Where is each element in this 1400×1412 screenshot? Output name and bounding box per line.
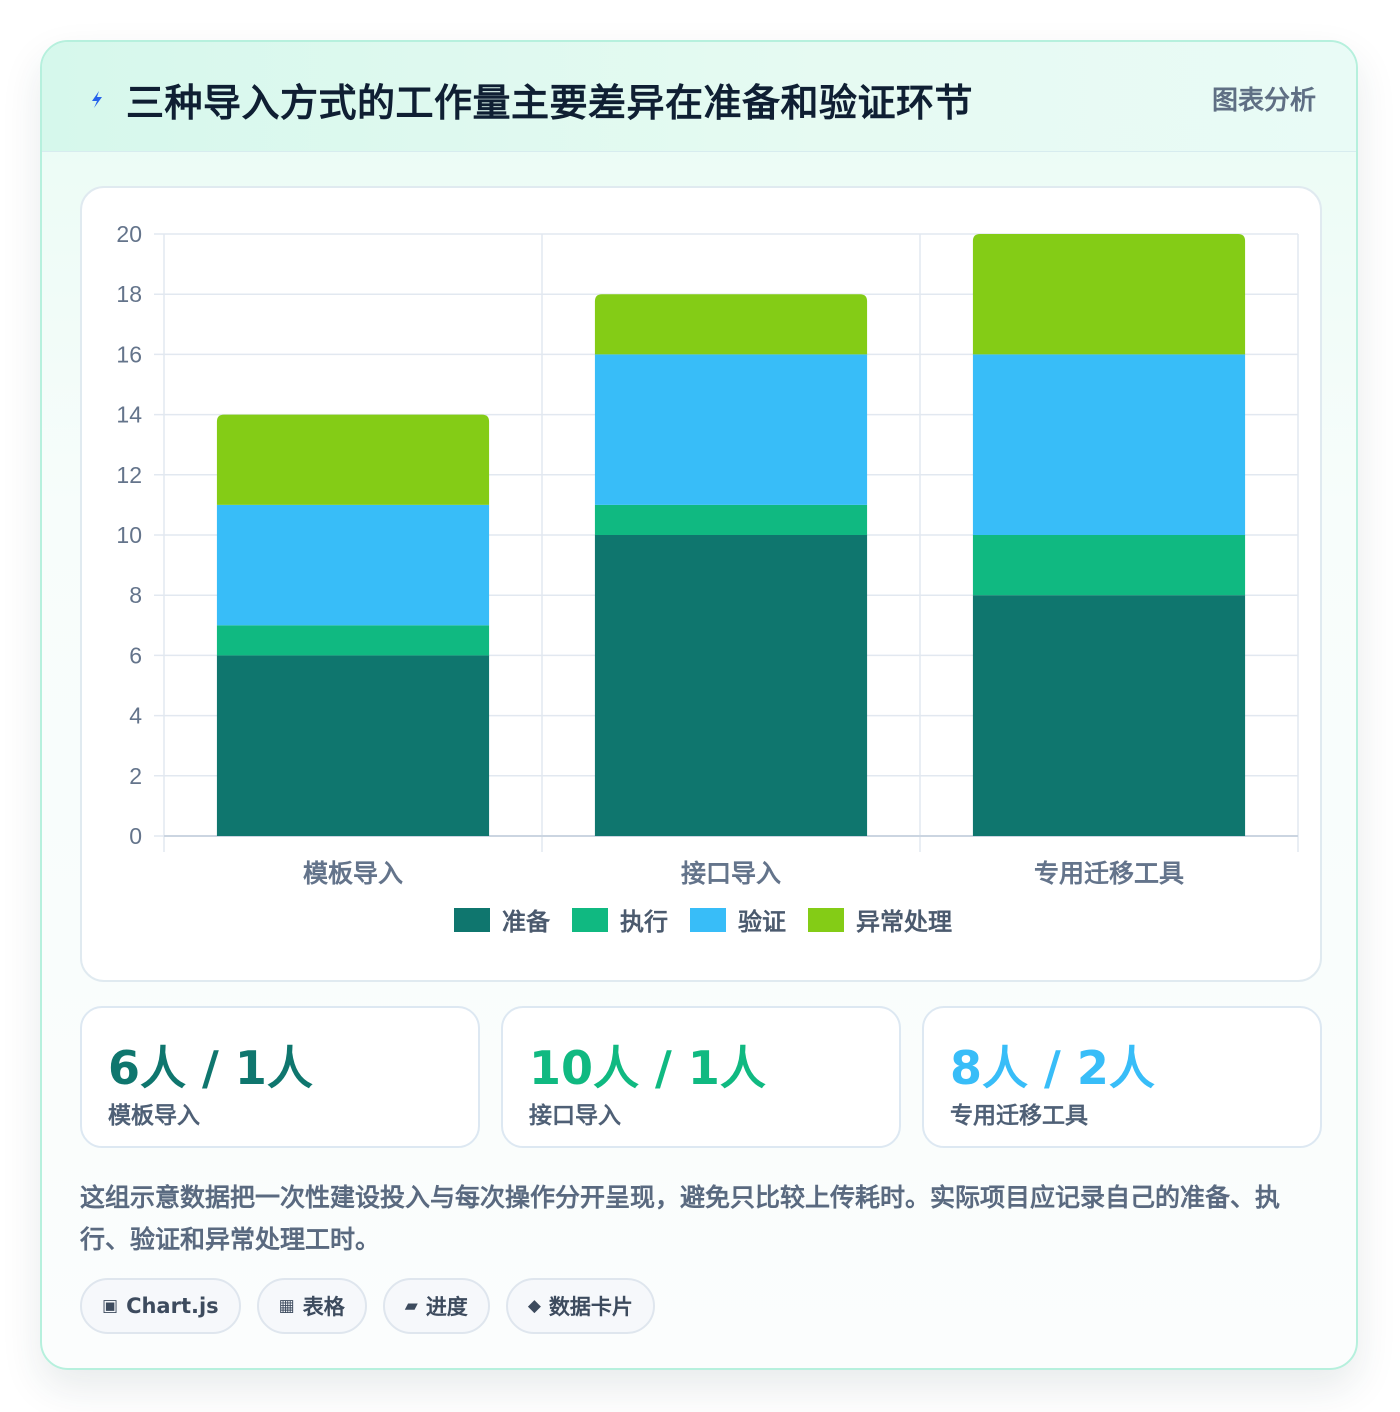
y-tick-label: 4 [129,703,142,729]
chart-analysis-tag: 图表分析 [1211,86,1316,116]
y-tick-label: 8 [129,582,142,608]
chip-progress[interactable]: ▰ 进度 [382,1278,490,1334]
stat-label: 专用迁移工具 [950,1103,1088,1129]
tag-chips: ▣ Chart.js ▦ 表格 ▰ 进度 ◆ 数据卡片 [80,1278,655,1334]
page-title: 三种导入方式的工作量主要差异在准备和验证环节 [126,81,974,125]
chip-table[interactable]: ▦ 表格 [256,1278,367,1334]
bar-segment [972,354,1246,535]
chart-square-icon: ▣ [102,1296,119,1316]
chip-label: Chart.js [126,1294,219,1318]
bar-segment [216,414,490,505]
stat-value: 10人 / 1人 [529,1041,766,1095]
stat-label: 接口导入 [529,1103,621,1129]
bar-segment [216,504,490,626]
y-tick-label: 12 [116,462,142,488]
legend-label: 异常处理 [856,908,952,936]
y-tick-label: 20 [116,221,142,247]
card-header: 三种导入方式的工作量主要差异在准备和验证环节 图表分析 [42,42,1356,152]
chip-chartjs[interactable]: ▣ Chart.js [80,1278,241,1334]
legend-label: 验证 [738,908,786,936]
y-tick-label: 2 [129,763,142,789]
chip-label: 表格 [302,1295,345,1319]
legend-swatch [572,908,608,932]
lightning-icon [92,91,102,108]
bar-segment [594,294,868,355]
y-tick-label: 0 [129,823,142,849]
bar-segment [594,354,868,505]
x-tick-label: 专用迁移工具 [1034,859,1184,888]
legend-swatch [808,908,844,932]
x-tick-label: 模板导入 [303,859,403,888]
chip-label: 进度 [425,1295,468,1319]
chart-card: 三种导入方式的工作量主要差异在准备和验证环节 图表分析 0 2 4 6 8 10 12 14 1… [40,40,1358,1370]
legend-swatch [690,908,726,932]
y-tick-label: 6 [129,642,142,668]
chart-note: 这组示意数据把一次性建设投入与每次操作分开呈现，避免只比较上传耗时。实际项目应记… [80,1183,1281,1254]
legend-label: 执行 [620,908,668,936]
chip-label: 数据卡片 [548,1295,633,1319]
stat-card-template-import: 6人 / 1人 模板导入 [80,1006,480,1148]
stat-card-api-import: 10人 / 1人 接口导入 [501,1006,901,1148]
bar-segment [216,655,490,836]
legend-swatch [454,908,490,932]
stat-value: 6人 / 1人 [108,1041,313,1095]
stat-card-migration-tool: 8人 / 2人 专用迁移工具 [922,1006,1322,1148]
y-tick-label: 10 [116,522,142,548]
bar-segment [594,535,868,836]
legend-label: 准备 [502,908,551,936]
y-tick-label: 18 [116,281,142,307]
x-tick-label: 接口导入 [681,859,781,888]
chart-container: 0 2 4 6 8 10 12 14 16 18 20 模板导入 接口导入 专用迁移工具准备 执行 验证 异常处… [80,186,1322,982]
bar-segment [972,535,1246,596]
bar-segment [216,625,490,656]
bar-segment [972,234,1246,355]
stat-label: 模板导入 [108,1103,200,1129]
y-tick-label: 16 [116,341,142,367]
table-grid-icon: ▦ [278,1296,295,1316]
stat-value: 8人 / 2人 [950,1041,1155,1095]
progress-bar-icon: ▰ [404,1296,418,1316]
bar-segment [972,595,1246,836]
bar-segment [594,504,868,535]
diamond-icon: ◆ [527,1296,541,1316]
y-tick-label: 14 [116,402,142,428]
chip-data-card[interactable]: ◆ 数据卡片 [505,1278,655,1334]
